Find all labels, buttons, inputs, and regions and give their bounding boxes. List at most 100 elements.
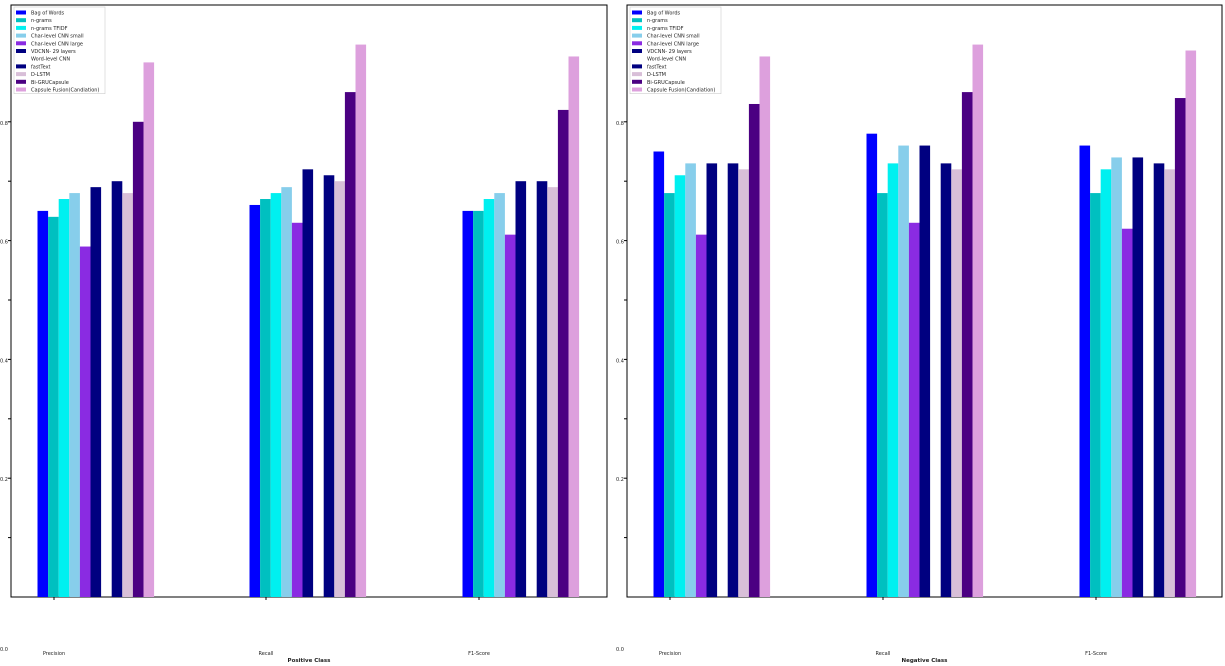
bar-1-5 <box>919 145 931 597</box>
bar-0-8 <box>122 193 133 597</box>
legend-box <box>629 6 722 94</box>
bar-0-9 <box>132 121 144 598</box>
bar-2-10 <box>1185 50 1197 597</box>
bar-2-0 <box>462 210 474 597</box>
bar-2-1 <box>473 210 484 597</box>
legend-label: fastText <box>647 64 667 70</box>
bar-2-7 <box>1153 163 1165 597</box>
bar-1-4 <box>908 222 920 597</box>
bar-1-7 <box>323 175 335 597</box>
legend-swatch <box>16 41 26 46</box>
legend-swatch <box>16 72 26 77</box>
bar-2-5 <box>1132 157 1144 597</box>
x-tick-label: Recall <box>876 651 891 657</box>
bar-0-1 <box>48 216 59 597</box>
y-tick-label: 0.6 <box>616 240 624 246</box>
bar-0-8 <box>738 169 749 597</box>
bar-2-3 <box>1111 157 1122 597</box>
y-tick-label: 0.2 <box>616 477 624 483</box>
legend-swatch <box>16 87 26 92</box>
bar-1-8 <box>334 181 345 597</box>
legend-swatch <box>632 33 642 38</box>
legend-swatch <box>16 18 26 23</box>
legend-label: Bi-GRUCapsule <box>647 80 685 86</box>
legend-label: Char-level CNN small <box>31 34 84 40</box>
legend-label: n-grams TFIDF <box>31 26 68 32</box>
bar-0-5 <box>706 163 718 597</box>
x-tick-label: Recall <box>259 651 274 657</box>
bar-0-10 <box>143 62 155 597</box>
bar-0-3 <box>69 193 80 597</box>
bar-0-7 <box>727 163 739 597</box>
bar-0-4 <box>79 246 91 598</box>
bar-2-2 <box>1100 169 1112 597</box>
bar-0-0 <box>37 210 49 597</box>
legend-swatch <box>16 79 26 84</box>
y-tick-label: 0.2 <box>0 477 8 483</box>
legend-swatch <box>16 49 26 53</box>
bar-0-5 <box>90 187 102 597</box>
bar-1-3 <box>898 145 909 597</box>
legend-label: D-LSTM <box>647 72 666 78</box>
y-tick-label: 0.4 <box>0 358 8 364</box>
legend-label: fastText <box>31 64 51 70</box>
legend-label: Char-level CNN large <box>647 41 699 47</box>
bar-1-4 <box>291 222 303 597</box>
bar-2-0 <box>1079 145 1091 597</box>
bar-0-3 <box>685 163 696 597</box>
bar-0-0 <box>653 151 665 597</box>
legend-swatch <box>632 87 642 92</box>
legend-swatch <box>632 41 642 46</box>
bar-2-7 <box>536 181 548 597</box>
bar-1-7 <box>940 163 952 597</box>
legend-label: D-LSTM <box>31 72 50 78</box>
bar-1-10 <box>355 44 367 597</box>
legend-swatch <box>632 25 642 30</box>
x-tick-label: F1-Score <box>468 651 490 657</box>
legend-swatch <box>16 10 26 15</box>
bar-1-1 <box>260 199 271 597</box>
legend-swatch <box>632 72 642 77</box>
bar-2-10 <box>568 56 580 597</box>
bar-2-8 <box>1164 169 1175 597</box>
legend-label: Char-level CNN large <box>31 41 83 47</box>
bar-1-9 <box>961 92 973 597</box>
bar-2-8 <box>547 187 558 597</box>
bar-1-0 <box>249 204 261 597</box>
legend-swatch <box>632 10 642 15</box>
y-tick-label: 0.6 <box>0 240 8 246</box>
legend-label: Capsule Fusion(Candiation) <box>31 88 99 94</box>
bar-0-7 <box>111 181 123 597</box>
bar-2-1 <box>1090 193 1101 597</box>
legend-label: Bag of Words <box>31 11 65 17</box>
x-tick-label: Precision <box>659 651 681 657</box>
chart-panel-0: 0.0 0.2 0.4 0.6 0.8 Precision Recall F1-Score Po… <box>0 4 608 664</box>
x-axis-label: Negative Class <box>902 658 949 664</box>
legend-swatch <box>632 49 642 53</box>
legend-label: Bi-GRUCapsule <box>31 80 69 86</box>
legend-label: n-grams <box>647 18 668 24</box>
bar-0-2 <box>58 199 70 597</box>
legend-label: Word-level CNN <box>31 57 70 63</box>
bar-2-2 <box>483 199 495 597</box>
x-tick-label: F1-Score <box>1085 651 1107 657</box>
bar-0-4 <box>695 234 707 597</box>
bar-1-3 <box>281 187 292 597</box>
legend-swatch <box>632 64 642 69</box>
bar-0-10 <box>759 56 771 597</box>
y-tick-label: 0.0 <box>616 647 624 653</box>
legend-label: Bag of Words <box>647 11 681 17</box>
legend-swatch <box>16 25 26 30</box>
chart-panel-1: 0.0 0.2 0.4 0.6 0.8 Precision Recall F1-Score Ne… <box>616 4 1223 664</box>
bar-2-9 <box>1174 98 1186 597</box>
x-axis-label: Positive Class <box>288 658 332 664</box>
y-tick-label: 0.8 <box>0 121 8 127</box>
bar-1-2 <box>270 193 282 597</box>
bar-1-2 <box>887 163 899 597</box>
bar-0-9 <box>748 103 760 597</box>
y-tick-label: 0.0 <box>0 647 8 653</box>
bar-2-3 <box>494 193 505 597</box>
